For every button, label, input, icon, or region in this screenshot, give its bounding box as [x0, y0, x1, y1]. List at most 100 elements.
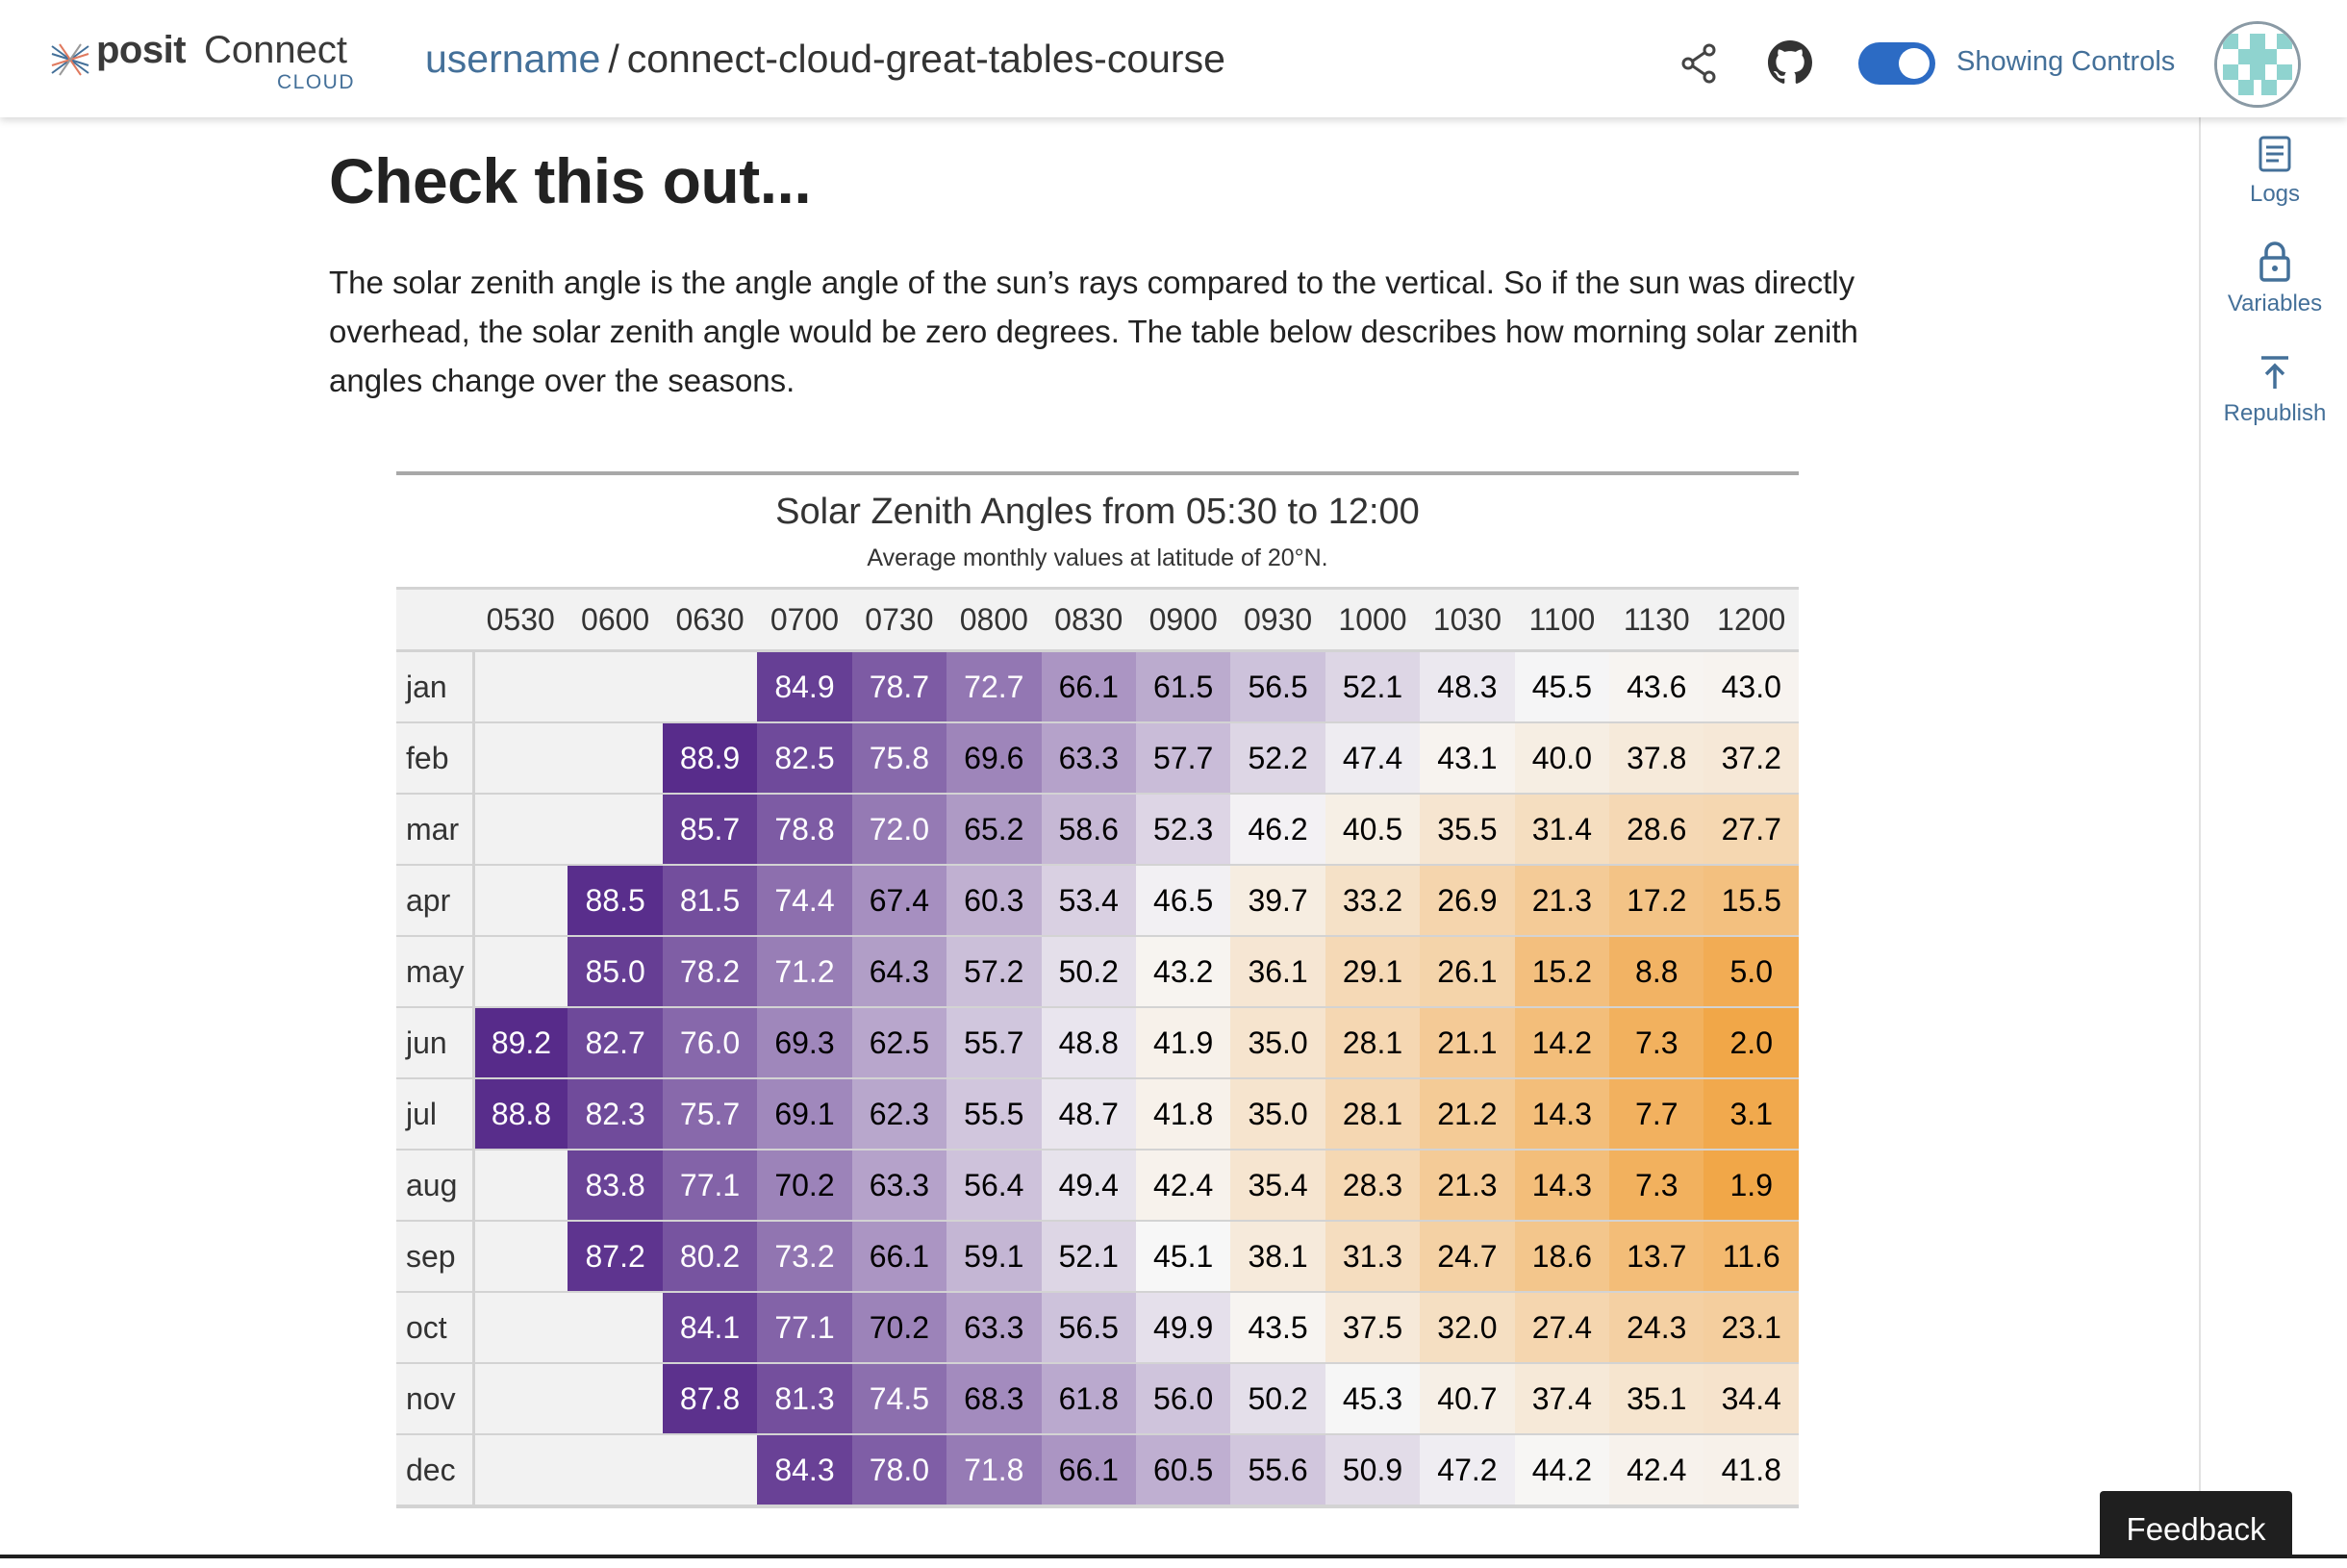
value-cell: 70.2 [757, 1149, 852, 1221]
show-controls-toggle[interactable] [1858, 42, 1935, 85]
sidebar-item-label: Variables [2227, 291, 2323, 316]
sidebar-item-logs[interactable]: Logs [2201, 135, 2347, 208]
feedback-button[interactable]: Feedback [2100, 1491, 2292, 1558]
table-body: jan 84.9 78.7 72.7 66.1 61.5 56.5 52.1 48.3 45.5 4… [396, 650, 1799, 1505]
row-label-month: apr [396, 864, 475, 936]
value-cell: 50.2 [1041, 935, 1136, 1007]
value-cell: 64.3 [851, 935, 947, 1007]
value-cell: 43.1 [1420, 721, 1515, 794]
value-cell: 88.8 [473, 1077, 568, 1150]
value-cell: 11.6 [1703, 1220, 1799, 1292]
value-cell: 3.1 [1703, 1077, 1799, 1150]
share-icon[interactable] [1679, 42, 1718, 85]
value-cell: 82.7 [568, 1006, 663, 1078]
value-cell: 82.3 [568, 1077, 663, 1150]
value-cell: 28.6 [1609, 793, 1704, 865]
value-cell: 61.5 [1135, 650, 1231, 722]
value-cell: 48.8 [1041, 1006, 1136, 1078]
table-row: dec 84.3 78.0 71.8 66.1 60.5 55.6 50.9 47.2 44.2 4… [396, 1433, 1799, 1505]
table-row: may 85.0 78.2 71.2 64.3 57.2 50.2 43.2 36.1 29.1 2… [396, 935, 1799, 1007]
empty-cell [662, 650, 758, 722]
breadcrumb-repo-name: connect-cloud-great-tables-course [626, 37, 1225, 81]
value-cell: 60.5 [1135, 1433, 1231, 1505]
value-cell: 14.2 [1514, 1006, 1610, 1078]
value-cell: 40.5 [1325, 793, 1421, 865]
posit-logo-icon [51, 43, 89, 76]
github-icon[interactable] [1768, 40, 1812, 85]
value-cell: 81.3 [757, 1362, 852, 1434]
value-cell: 48.7 [1041, 1077, 1136, 1150]
value-cell: 85.7 [662, 793, 758, 865]
value-cell: 7.3 [1609, 1006, 1704, 1078]
breadcrumb-username-link[interactable]: username [425, 37, 601, 81]
value-cell: 13.7 [1609, 1220, 1704, 1292]
row-label-month: may [396, 935, 475, 1007]
value-cell: 56.4 [946, 1149, 1042, 1221]
row-label-month: oct [396, 1291, 475, 1363]
sidebar-item-republish[interactable]: Republish [2201, 354, 2347, 427]
value-cell: 35.5 [1420, 793, 1515, 865]
value-cell: 66.1 [851, 1220, 947, 1292]
avatar[interactable] [2214, 21, 2301, 108]
column-header: 0900 [1135, 590, 1231, 652]
value-cell: 38.1 [1230, 1220, 1325, 1292]
value-cell: 41.8 [1135, 1077, 1231, 1150]
value-cell: 75.8 [851, 721, 947, 794]
logs-icon [2259, 136, 2291, 172]
empty-cell [473, 1433, 568, 1505]
value-cell: 78.2 [662, 935, 758, 1007]
value-cell: 56.5 [1230, 650, 1325, 722]
column-header: 0700 [757, 590, 852, 652]
value-cell: 31.3 [1325, 1220, 1421, 1292]
value-cell: 35.4 [1230, 1149, 1325, 1221]
value-cell: 17.2 [1609, 864, 1704, 936]
value-cell: 7.3 [1609, 1149, 1704, 1221]
value-cell: 88.9 [662, 721, 758, 794]
empty-cell [473, 650, 568, 722]
value-cell: 7.7 [1609, 1077, 1704, 1150]
value-cell: 75.7 [662, 1077, 758, 1150]
value-cell: 80.2 [662, 1220, 758, 1292]
value-cell: 67.4 [851, 864, 947, 936]
value-cell: 46.2 [1230, 793, 1325, 865]
value-cell: 52.2 [1230, 721, 1325, 794]
value-cell: 62.3 [851, 1077, 947, 1150]
value-cell: 28.1 [1325, 1006, 1421, 1078]
column-header-row: 0530 0600 0630 0700 0730 0800 0830 0900 0930 1000… [396, 590, 1799, 652]
value-cell: 32.0 [1420, 1291, 1515, 1363]
value-cell: 72.0 [851, 793, 947, 865]
value-cell: 43.2 [1135, 935, 1231, 1007]
empty-cell [568, 1362, 663, 1434]
value-cell: 35.0 [1230, 1077, 1325, 1150]
value-cell: 45.5 [1514, 650, 1610, 722]
value-cell: 36.1 [1230, 935, 1325, 1007]
table-row: aug 83.8 77.1 70.2 63.3 56.4 49.4 42.4 35.4 28.3 2… [396, 1149, 1799, 1221]
value-cell: 28.1 [1325, 1077, 1421, 1150]
table-row: oct 84.1 77.1 70.2 63.3 56.5 49.9 43.5 37.5 32.0 2… [396, 1291, 1799, 1363]
value-cell: 15.2 [1514, 935, 1610, 1007]
sidebar-item-label: Republish [2223, 400, 2327, 426]
empty-cell [473, 793, 568, 865]
value-cell: 49.9 [1135, 1291, 1231, 1363]
value-cell: 2.0 [1703, 1006, 1799, 1078]
show-controls-label[interactable]: Showing Controls [1956, 46, 2176, 77]
sidebar-item-variables[interactable]: Variables [2201, 240, 2347, 317]
table-row: nov 87.8 81.3 74.5 68.3 61.8 56.0 50.2 45.3 40.7 3… [396, 1362, 1799, 1434]
value-cell: 41.9 [1135, 1006, 1231, 1078]
table-row: mar 85.7 78.8 72.0 65.2 58.6 52.3 46.2 40.5 35.5 3… [396, 793, 1799, 865]
top-bar: posit Connect CLOUD username / connect-clo… [0, 0, 2347, 117]
value-cell: 69.6 [946, 721, 1042, 794]
value-cell: 40.0 [1514, 721, 1610, 794]
value-cell: 46.5 [1135, 864, 1231, 936]
logo-posit-text: posit [96, 29, 187, 71]
value-cell: 71.8 [946, 1433, 1042, 1505]
value-cell: 50.9 [1325, 1433, 1421, 1505]
empty-cell [473, 935, 568, 1007]
value-cell: 21.2 [1420, 1077, 1515, 1150]
value-cell: 52.3 [1135, 793, 1231, 865]
row-label-month: jun [396, 1006, 475, 1078]
value-cell: 87.8 [662, 1362, 758, 1434]
value-cell: 27.7 [1703, 793, 1799, 865]
empty-cell [473, 1362, 568, 1434]
value-cell: 42.4 [1135, 1149, 1231, 1221]
